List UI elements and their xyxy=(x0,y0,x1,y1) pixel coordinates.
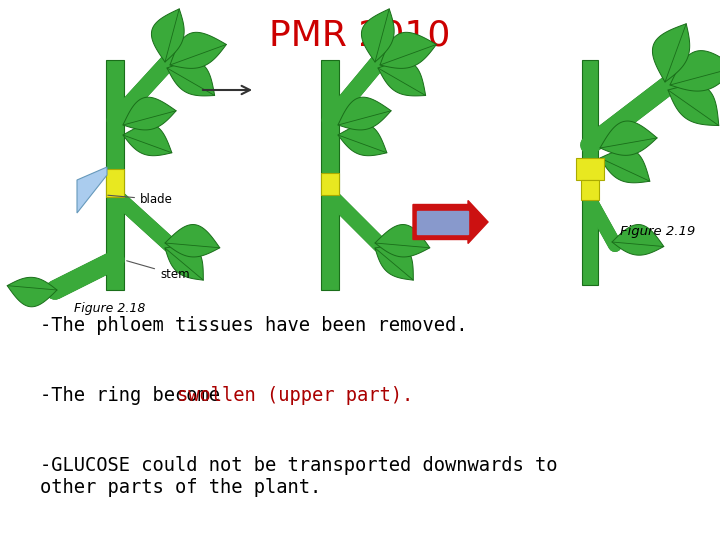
Text: swollen (upper part).: swollen (upper part). xyxy=(177,386,413,405)
FancyArrow shape xyxy=(417,211,468,233)
Polygon shape xyxy=(375,246,413,280)
Polygon shape xyxy=(165,225,220,257)
Polygon shape xyxy=(652,24,690,82)
Bar xyxy=(106,60,124,290)
Bar xyxy=(321,173,339,195)
Polygon shape xyxy=(600,149,650,183)
Polygon shape xyxy=(612,225,664,255)
Bar xyxy=(321,60,339,290)
Polygon shape xyxy=(600,121,657,156)
Polygon shape xyxy=(670,51,720,91)
Polygon shape xyxy=(7,278,57,307)
Text: Figure 2.18: Figure 2.18 xyxy=(74,302,145,315)
Text: stem: stem xyxy=(127,261,189,281)
Bar xyxy=(576,158,604,180)
Text: Figure 2.19: Figure 2.19 xyxy=(620,225,696,238)
Bar xyxy=(106,169,124,197)
Polygon shape xyxy=(77,167,107,213)
Bar xyxy=(582,60,598,285)
Text: -The phloem tissues have been removed.: -The phloem tissues have been removed. xyxy=(40,316,467,335)
Polygon shape xyxy=(378,62,426,96)
Text: blade: blade xyxy=(108,193,173,206)
Polygon shape xyxy=(123,97,176,130)
Text: -GLUCOSE could not be transported downwards to
other parts of the plant.: -GLUCOSE could not be transported downwa… xyxy=(40,456,557,497)
Polygon shape xyxy=(167,62,215,96)
Polygon shape xyxy=(338,97,391,130)
Text: PMR 2010: PMR 2010 xyxy=(269,18,451,52)
Polygon shape xyxy=(375,225,430,257)
Polygon shape xyxy=(151,9,184,62)
Polygon shape xyxy=(170,32,226,69)
Polygon shape xyxy=(338,124,387,156)
Polygon shape xyxy=(668,85,719,126)
Text: -The ring become: -The ring become xyxy=(40,386,231,405)
FancyArrow shape xyxy=(413,200,488,244)
Polygon shape xyxy=(361,9,394,62)
Polygon shape xyxy=(380,32,436,69)
Bar xyxy=(581,180,599,200)
Polygon shape xyxy=(165,246,203,280)
Polygon shape xyxy=(123,124,172,156)
